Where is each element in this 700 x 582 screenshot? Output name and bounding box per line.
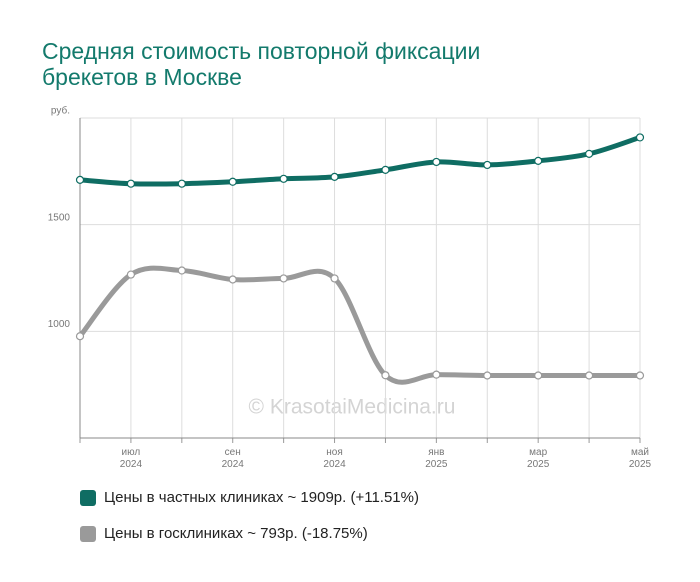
series-line: [77, 134, 643, 187]
x-tick-label: мар 2025: [527, 447, 550, 470]
data-point: [483, 160, 492, 170]
x-tick-label-part: янв: [428, 447, 444, 458]
x-tick-label-part: 2024: [120, 459, 143, 470]
x-tick-label-part: май: [631, 447, 649, 458]
chart-title: Средняя стоимость повторной фиксации бре…: [42, 38, 481, 90]
data-point: [635, 133, 645, 142]
x-tick-label: май 2025: [629, 447, 652, 470]
x-tick-label-part: 2024: [323, 459, 346, 470]
legend-swatch: [80, 526, 96, 542]
watermark: © KrasotaiMedicina.ru: [249, 396, 456, 419]
data-point: [228, 177, 237, 186]
x-tick-label-part: 2025: [629, 459, 652, 470]
data-point: [330, 172, 339, 181]
legend-label: Цены в частных клиниках ~ 1909р. (+11.51…: [104, 489, 419, 506]
data-point: [534, 156, 543, 165]
data-point: [432, 370, 441, 379]
data-point: [228, 275, 237, 284]
data-point: [381, 165, 390, 174]
data-point: [75, 332, 85, 341]
x-tick-label-part: 2024: [222, 459, 245, 470]
data-point: [279, 174, 288, 183]
x-tick-label-part: сен: [225, 447, 241, 458]
data-point: [432, 157, 441, 167]
legend-swatch: [80, 490, 96, 506]
data-point: [330, 274, 339, 283]
x-tick-label: ноя 2024: [323, 447, 346, 470]
y-tick-label: 1000: [48, 319, 71, 330]
x-tick-label: янв 2025: [425, 447, 448, 470]
x-tick-label-part: июл: [122, 447, 141, 458]
data-point: [279, 274, 288, 283]
x-tick-label-part: 2025: [527, 459, 550, 470]
x-tick-label-part: 2025: [425, 459, 448, 470]
y-tick-label: руб.: [51, 105, 70, 117]
data-point: [126, 270, 136, 279]
x-tick-label-part: ноя: [326, 447, 343, 458]
series-line: [77, 265, 643, 385]
x-tick-label: июл 2024: [120, 447, 143, 470]
x-tick-label: сен 2024: [222, 447, 245, 470]
data-point: [534, 371, 543, 380]
data-point: [177, 179, 186, 188]
data-point: [75, 175, 85, 184]
y-tick-label: 1500: [48, 212, 71, 223]
data-point: [584, 149, 594, 158]
x-tick-label-part: мар: [529, 447, 547, 458]
data-point: [126, 179, 136, 188]
data-point: [584, 371, 594, 380]
legend-label: Цены в госклиниках ~ 793р. (-18.75%): [104, 525, 368, 542]
data-point: [635, 371, 645, 380]
data-point: [381, 371, 390, 380]
data-point: [483, 371, 492, 380]
data-point: [177, 266, 186, 275]
